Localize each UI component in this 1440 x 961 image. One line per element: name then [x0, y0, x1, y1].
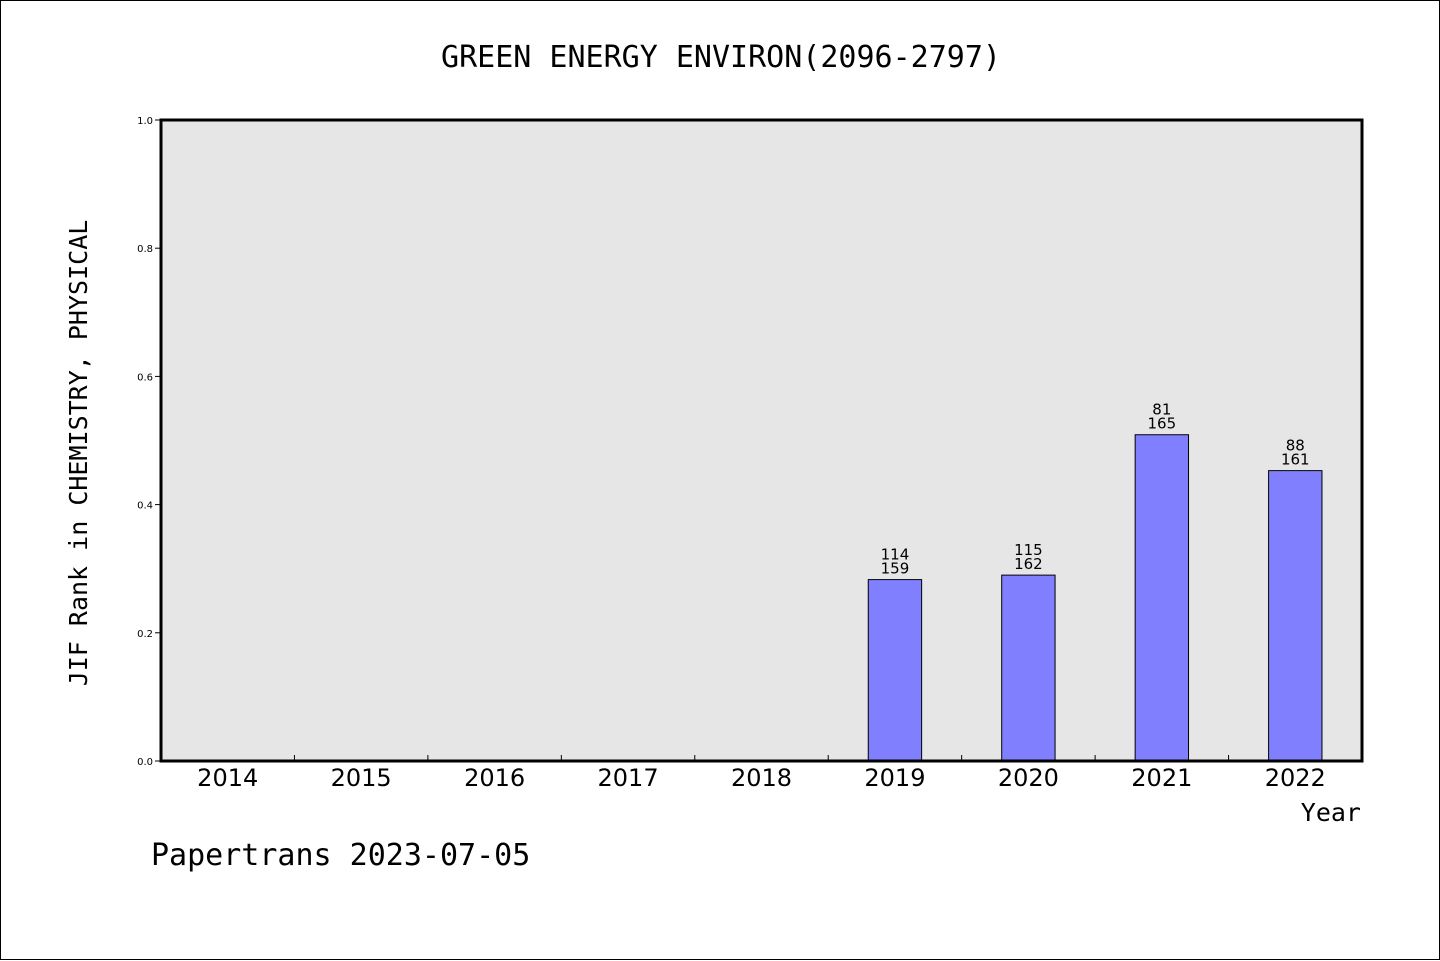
- bar-total-label: 165: [1148, 415, 1177, 433]
- y-tick-label: 1.0: [137, 116, 153, 127]
- bar: [1134, 434, 1190, 762]
- bar-total-label: 162: [1014, 555, 1043, 573]
- bar: [867, 579, 923, 762]
- x-tick-label: 2021: [1131, 764, 1192, 792]
- bar: [1268, 470, 1323, 762]
- x-tick-label: 2017: [598, 764, 659, 792]
- footer-watermark: Papertrans 2023-07-05: [151, 838, 530, 873]
- x-tick-label: 2018: [731, 764, 792, 792]
- bar-rank-label: 81: [1152, 401, 1171, 419]
- bar-rank-label: 115: [1014, 541, 1043, 559]
- x-tick-label: 2019: [864, 764, 925, 792]
- plot-frame: [159, 118, 1364, 763]
- y-tick-label: 0.0: [137, 757, 153, 768]
- bar-rank-label: 88: [1286, 437, 1305, 455]
- chart-marks: 0.0 0.2 0.4 0.6 0.8 1.0 2014 2015 2016 2017 2018 20…: [137, 116, 1326, 792]
- x-tick-label: 2014: [197, 764, 258, 792]
- bar: [1001, 574, 1056, 762]
- bar-total-label: 159: [881, 560, 910, 578]
- y-tick-label: 0.8: [137, 244, 153, 255]
- y-tick-label: 0.2: [137, 629, 153, 640]
- x-tick-label: 2020: [998, 764, 1059, 792]
- chart-title: GREEN ENERGY ENVIRON(2096-2797): [441, 40, 1001, 75]
- bar-total-label: 161: [1281, 451, 1310, 469]
- x-axis-label: Year: [1301, 798, 1361, 827]
- y-axis-label: JIF Rank in CHEMISTRY, PHYSICAL: [64, 220, 93, 687]
- x-tick-label: 2015: [331, 764, 392, 792]
- y-tick-label: 0.4: [137, 501, 153, 512]
- bar-rank-label: 114: [881, 546, 910, 564]
- x-tick-label: 2022: [1265, 764, 1326, 792]
- y-tick-label: 0.6: [137, 372, 153, 383]
- x-tick-label: 2016: [464, 764, 525, 792]
